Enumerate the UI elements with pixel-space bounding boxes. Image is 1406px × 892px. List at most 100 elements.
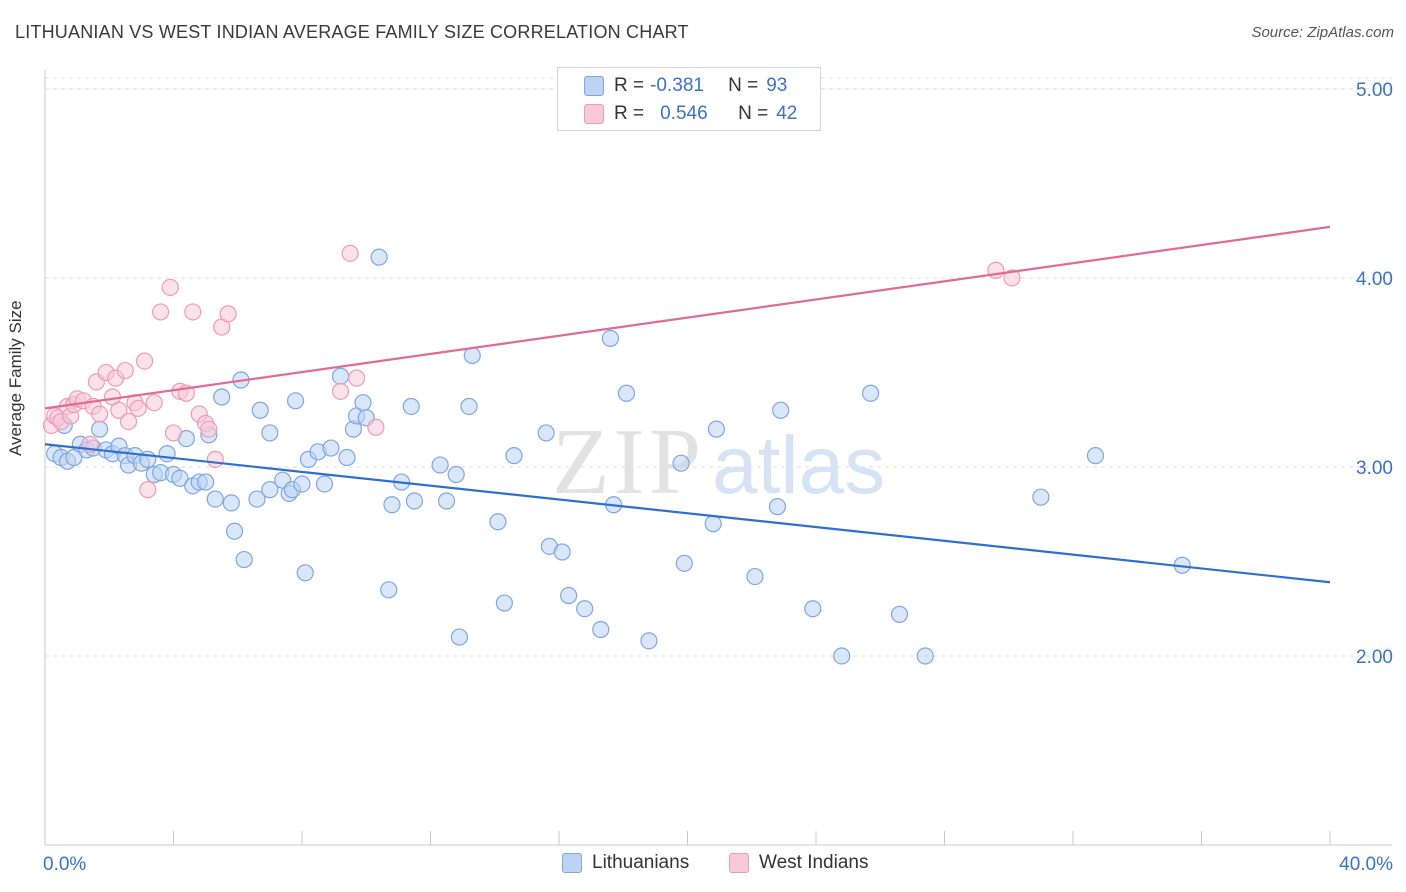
lithuanian-point <box>505 447 523 465</box>
west-indian-point <box>206 450 224 468</box>
west-indian-point <box>145 394 163 412</box>
lithuanian-point <box>640 632 658 650</box>
grid-lines <box>45 77 1392 657</box>
west-indian-point <box>119 412 138 431</box>
trend-line-west-indians <box>44 225 1331 410</box>
y-tick-label: 3.00 <box>1356 458 1393 479</box>
lithuanian-point <box>402 397 420 416</box>
trend-line-lithuanians <box>44 443 1331 584</box>
lithuanian-point <box>560 586 578 605</box>
lithuanian-point <box>495 594 513 612</box>
lithuanian-point <box>206 490 224 508</box>
lithuanian-point <box>916 647 934 665</box>
legend-swatch-pink <box>584 104 604 124</box>
lithuanian-point <box>91 420 109 438</box>
lithuanian-point <box>383 496 401 514</box>
west-indian-point <box>135 352 154 370</box>
lithuanian-point <box>704 515 722 533</box>
legend-r-value: 0.546 <box>660 103 708 124</box>
chart-title: LITHUANIAN VS WEST INDIAN AVERAGE FAMILY… <box>15 22 689 42</box>
lithuanian-point <box>890 605 909 623</box>
watermark-atlas: atlas <box>712 420 885 511</box>
west-indian-point <box>161 278 179 296</box>
lithuanian-point <box>537 424 555 442</box>
lithuanian-point <box>1086 447 1105 465</box>
legend-label-west-indians: West Indians <box>759 852 869 873</box>
legend-row-west-indians: R = 0.546 N = 42 <box>584 102 797 126</box>
west-indian-point <box>219 305 237 323</box>
lithuanian-point <box>746 567 764 586</box>
watermark: ZIP atlas <box>552 410 885 514</box>
lithuanian-point <box>354 394 372 412</box>
legend-swatch-blue <box>584 76 604 96</box>
legend-n-value: 42 <box>776 103 798 124</box>
lithuanian-point <box>431 456 449 474</box>
lithuanian-point <box>768 498 787 516</box>
west-indian-point <box>348 369 366 387</box>
legend-item-lithuanians: Lithuanians <box>562 852 689 874</box>
lithuanian-point <box>450 628 469 646</box>
lithuanian-point <box>437 492 456 510</box>
lithuanian-point <box>862 384 880 402</box>
west-indian-point <box>110 401 128 419</box>
tick-labels: 2.00 3.00 4.00 5.00 0.0% 40.0% <box>43 80 1393 875</box>
y-axis-label: Average Family Size <box>6 300 25 456</box>
west-indian-point <box>331 382 350 400</box>
lithuanian-point <box>261 481 279 499</box>
west-indian-point <box>129 399 147 417</box>
legend-r-label: R = <box>614 103 645 124</box>
lithuanian-point <box>489 513 507 531</box>
lithuanian-point <box>601 329 620 348</box>
lithuanian-point <box>213 388 231 406</box>
legend-n-label: N = <box>728 75 759 96</box>
lithuanian-point <box>460 397 478 416</box>
west-indian-point <box>116 361 134 380</box>
lithuanian-point <box>707 420 726 438</box>
legend-n-label: N = <box>738 103 769 124</box>
west-indian-point <box>152 303 170 321</box>
lithuanian-point <box>158 445 176 463</box>
lithuanian-point <box>380 581 398 599</box>
series-west-indians-points <box>42 244 1021 499</box>
correlation-legend: R = -0.381 N = 93 R = 0.546 N = 42 <box>557 67 821 131</box>
lithuanian-point <box>1032 488 1050 506</box>
legend-r-value: -0.381 <box>650 75 704 96</box>
west-indian-point <box>1003 269 1021 287</box>
y-tick-label: 5.00 <box>1356 80 1393 101</box>
lithuanian-point <box>235 550 253 569</box>
lithuanian-point <box>592 620 610 639</box>
legend-item-west-indians: West Indians <box>729 852 868 874</box>
west-indian-point <box>184 303 202 321</box>
lithuanian-point <box>197 473 215 491</box>
west-indian-point <box>164 424 183 442</box>
west-indian-point <box>139 481 157 499</box>
lithuanian-point <box>370 248 388 266</box>
y-tick-label: 4.00 <box>1356 269 1393 290</box>
lithuanian-point <box>833 647 851 665</box>
west-indian-point <box>367 418 385 436</box>
x-tick-label-min: 0.0% <box>43 854 86 875</box>
lithuanian-point <box>576 600 594 618</box>
lithuanian-point <box>296 564 314 582</box>
west-indian-point <box>341 244 359 262</box>
legend-label-lithuanians: Lithuanians <box>592 852 690 873</box>
lithuanian-point <box>293 475 311 493</box>
lithuanian-point <box>251 401 269 419</box>
source-label: Source: ZipAtlas.com <box>1251 24 1394 41</box>
lithuanian-point <box>248 490 266 508</box>
legend-swatch-pink <box>729 853 749 873</box>
lithuanian-point <box>315 475 334 493</box>
lithuanian-point <box>225 522 244 540</box>
lithuanian-point <box>672 454 690 472</box>
lithuanian-point <box>675 554 693 572</box>
x-tick-label-max: 40.0% <box>1339 854 1393 875</box>
y-tick-label: 2.00 <box>1356 647 1393 668</box>
lithuanian-point <box>261 424 279 442</box>
trend-lines <box>44 225 1331 584</box>
lithuanian-point <box>322 439 340 457</box>
legend-n-value: 93 <box>766 75 788 96</box>
lithuanian-point <box>405 492 424 510</box>
axes <box>44 70 1392 846</box>
legend-swatch-blue <box>562 853 582 873</box>
